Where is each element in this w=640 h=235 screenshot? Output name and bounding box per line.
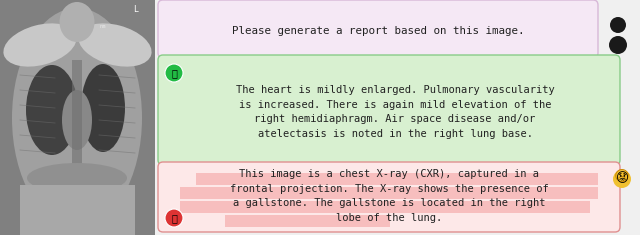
Text: The heart is mildly enlarged. Pulmonary vascularity
is increased. There is again: The heart is mildly enlarged. Pulmonary …: [236, 85, 554, 139]
Text: L: L: [133, 5, 138, 14]
Circle shape: [610, 17, 626, 33]
Ellipse shape: [3, 23, 77, 67]
Bar: [180, 187, 598, 199]
Circle shape: [613, 170, 631, 188]
Text: 😟: 😟: [616, 172, 628, 185]
Circle shape: [165, 64, 183, 82]
Ellipse shape: [12, 8, 142, 228]
Bar: [180, 201, 590, 213]
Bar: [225, 215, 390, 227]
Bar: [0, 0, 155, 235]
Bar: [20, 185, 135, 235]
Text: ☹: ☹: [614, 169, 630, 184]
FancyBboxPatch shape: [158, 162, 620, 232]
Text: This image is a chest X-ray (CXR), captured in a
frontal projection. The X-ray s: This image is a chest X-ray (CXR), captu…: [230, 169, 548, 223]
Bar: [196, 173, 598, 185]
Text: 👎: 👎: [171, 213, 177, 223]
Ellipse shape: [26, 65, 78, 155]
Text: Please generate a report based on this image.: Please generate a report based on this i…: [232, 26, 524, 36]
FancyBboxPatch shape: [158, 55, 620, 165]
Ellipse shape: [609, 36, 627, 54]
Text: nm: nm: [100, 24, 106, 29]
Bar: [72, 60, 82, 220]
Ellipse shape: [60, 2, 95, 42]
Text: 👍: 👍: [171, 68, 177, 78]
Circle shape: [165, 209, 183, 227]
Ellipse shape: [27, 163, 127, 193]
Bar: [155, 0, 640, 235]
Ellipse shape: [81, 64, 125, 152]
Ellipse shape: [79, 23, 152, 67]
Ellipse shape: [62, 90, 92, 150]
FancyBboxPatch shape: [158, 0, 598, 58]
